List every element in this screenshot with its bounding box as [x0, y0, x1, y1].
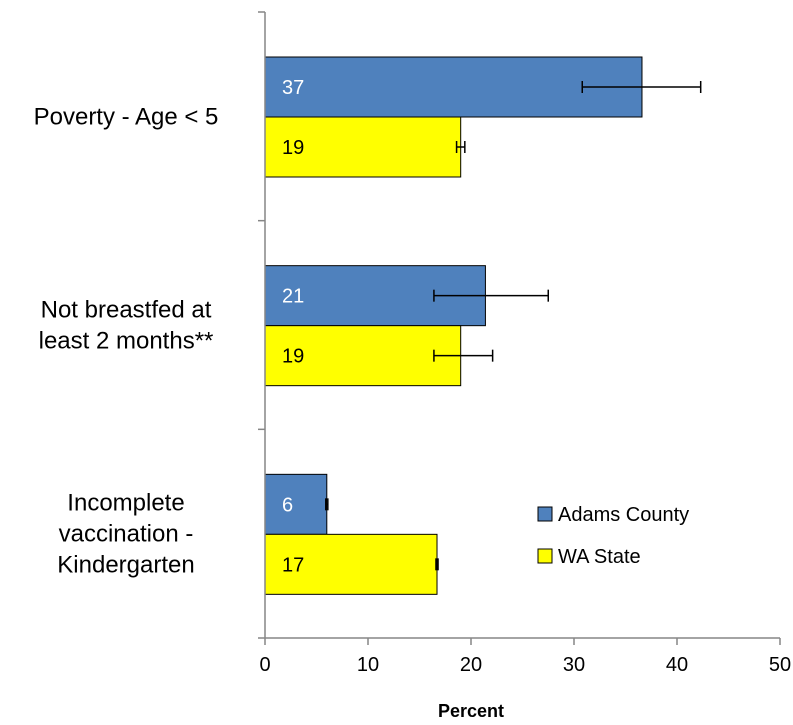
category-label: Incomplete vaccination -Kindergarten: [57, 490, 194, 579]
error-bar: [455, 141, 466, 153]
legend: Adams County WA State: [537, 504, 689, 568]
legend-label: WA State: [558, 546, 641, 568]
legend-item: Adams County: [537, 504, 689, 526]
x-tick-label: 10: [357, 654, 379, 676]
bar-wa-state: [264, 116, 462, 178]
bar-wa-state: [264, 533, 438, 595]
category-labels: Poverty - Age < 5 Not breastfed at least 2…: [34, 103, 219, 578]
data-label: 21: [282, 286, 304, 308]
category-label: Poverty - Age < 5: [34, 103, 219, 130]
x-tick-label: 0: [259, 654, 270, 676]
legend-label: Adams County: [558, 504, 689, 526]
error-bar: [581, 81, 702, 93]
plot-area: 37 21 6 19 19 17: [258, 11, 702, 639]
error-bar: [433, 349, 494, 362]
legend-item: WA State: [537, 546, 641, 568]
bar-adams-county: [264, 56, 643, 118]
data-label: 17: [282, 554, 304, 576]
x-tick-label: 50: [769, 654, 791, 676]
data-label: 37: [282, 77, 304, 99]
x-axis-title: Percent: [438, 701, 504, 721]
data-label: 19: [282, 137, 304, 159]
category-label: Not breastfed at least 2 months**: [39, 297, 214, 355]
x-axis: 0 10 20 30 40 50: [259, 637, 791, 676]
x-tick-label: 40: [666, 654, 688, 676]
x-tick-label: 30: [563, 654, 585, 676]
error-bar: [433, 289, 549, 302]
bar-adams-county: [264, 473, 328, 535]
data-label: 19: [282, 346, 304, 368]
x-tick-label: 20: [460, 654, 482, 676]
legend-swatch: [537, 548, 553, 564]
bar-wa-state: [264, 325, 462, 387]
error-bar: [435, 558, 439, 571]
error-bar: [325, 498, 329, 511]
legend-swatch: [537, 506, 553, 522]
data-label: 6: [282, 494, 293, 516]
